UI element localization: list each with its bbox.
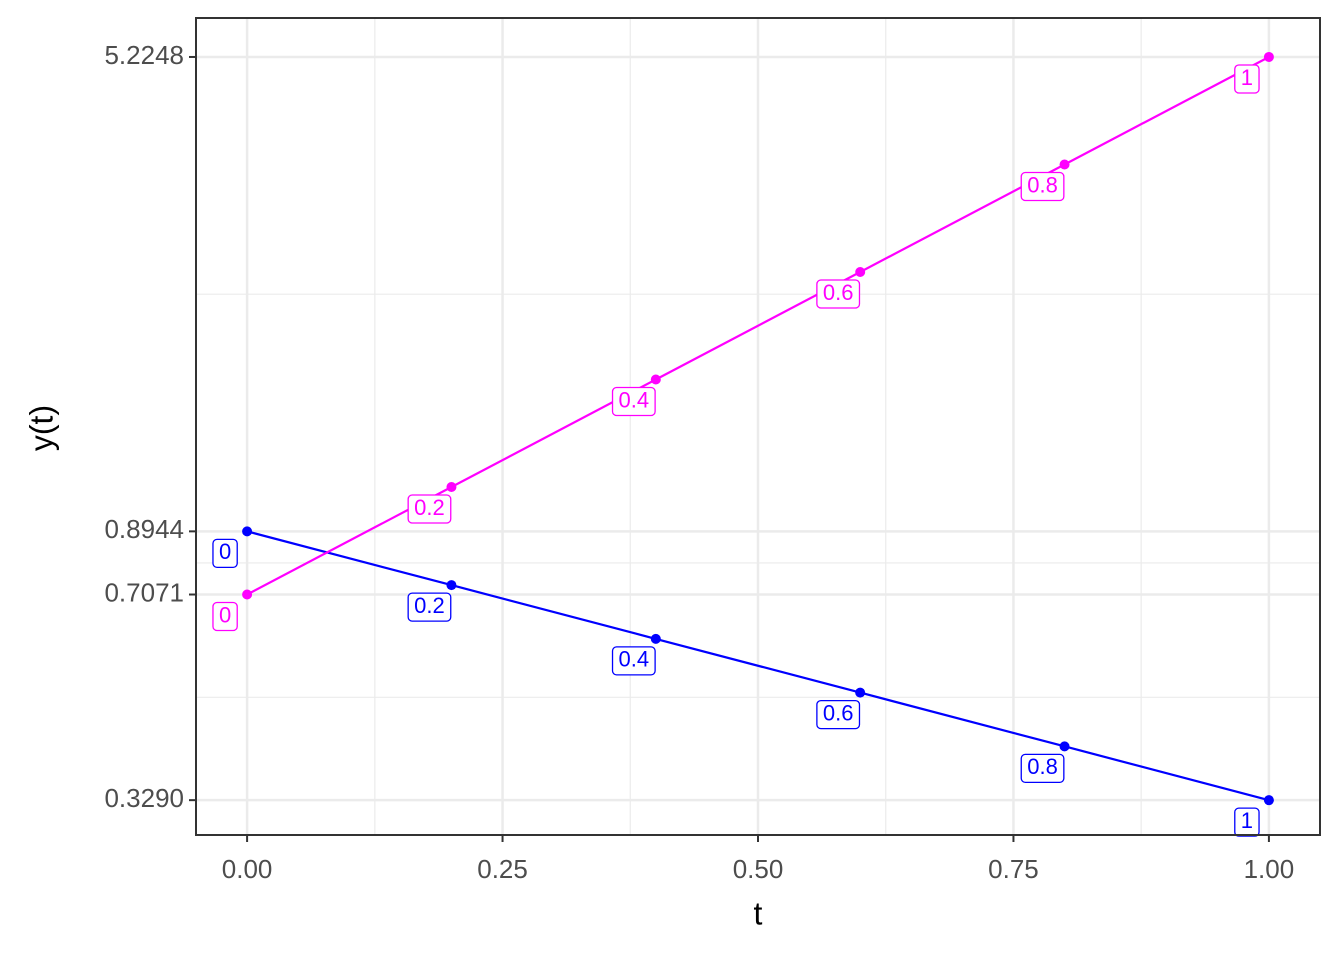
point-label-box [1020,753,1065,784]
y-tick-label: 0.7071 [104,577,184,607]
point-label-text: 1 [1241,65,1253,90]
point-label: 0.8 [1020,171,1065,202]
point-label-text: 0.4 [619,387,650,412]
y-tick-label: 0.8944 [104,514,184,544]
panel-border [195,17,1321,836]
point-label-text: 0 [219,539,231,564]
point-label: 1 [1234,64,1260,94]
point [1059,741,1070,752]
point-label-box [1234,64,1260,94]
x-tick-label: 0.00 [222,854,273,884]
point-label-box [1234,807,1260,837]
point-label: 1 [1234,807,1260,837]
point-label-box [1020,171,1065,202]
point-label: 0.8 [1020,753,1065,784]
point [650,633,661,644]
point-label-box [816,699,861,730]
point-label-box [611,386,656,417]
point-label-text: 0.6 [823,700,854,725]
point [1263,51,1274,62]
point-label-box [816,279,861,309]
point-label-text: 0.6 [823,280,854,305]
point [446,580,457,591]
point-label: 0 [212,601,238,632]
point-label: 0.6 [816,699,861,730]
point-label: 0 [212,538,238,569]
point-label: 0.4 [611,646,656,676]
point-label-box [611,646,656,676]
point [242,526,253,537]
point-label-text: 0.2 [414,593,445,618]
point-label: 0.2 [407,494,452,524]
point [446,481,457,492]
point [1263,795,1274,806]
x-axis-title: t [754,895,763,931]
point [242,589,253,600]
point [1059,159,1070,170]
point-label: 0.2 [407,592,452,622]
point-label-text: 0.8 [1027,172,1058,197]
x-tick-label: 0.75 [988,854,1039,884]
point-label-text: 0.4 [619,647,650,672]
point-label-text: 0.8 [1027,754,1058,779]
point-label-box [407,494,452,524]
y-tick-label: 0.3290 [104,783,184,813]
y-axis-title: y(t) [23,405,59,451]
point [650,374,661,385]
point [855,266,866,277]
x-tick-label: 0.50 [733,854,784,884]
point [855,687,866,698]
point-label-text: 1 [1241,808,1253,833]
point-label-box [212,601,238,632]
point-label: 0.6 [816,279,861,309]
x-tick-label: 0.25 [477,854,528,884]
y-tick-label: 5.2248 [104,40,184,70]
point-label: 0.4 [611,386,656,417]
point-label-box [407,592,452,622]
point-label-box [212,538,238,569]
x-tick-label: 1.00 [1244,854,1295,884]
series-line [246,530,1270,802]
point-label-text: 0 [219,602,231,627]
point-label-text: 0.2 [414,495,445,520]
